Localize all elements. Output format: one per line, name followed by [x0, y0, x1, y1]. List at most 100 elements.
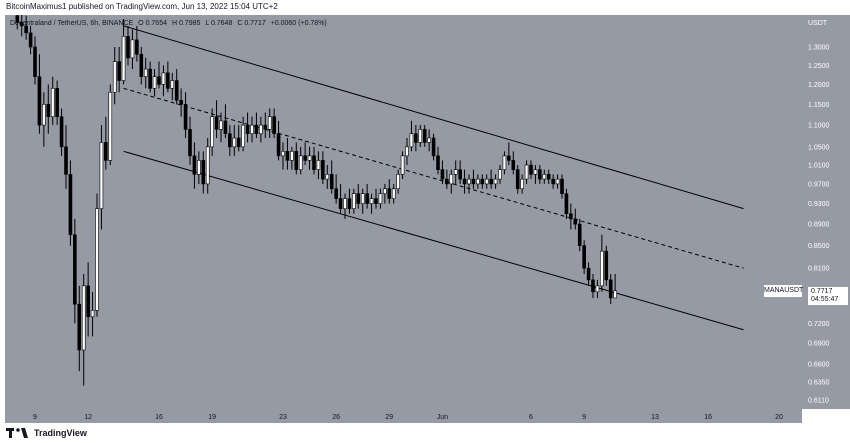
legend-symbol: Decentraland / TetherUS, 6h, BINANCE — [10, 20, 134, 27]
candle-up — [50, 88, 55, 117]
candle-up — [476, 178, 480, 185]
candle-up — [360, 193, 365, 204]
candle-up — [400, 155, 405, 175]
candle-up — [210, 116, 214, 148]
candle-up — [524, 164, 529, 180]
candle-up — [453, 169, 458, 175]
candle-up — [316, 160, 321, 170]
footer: TradingView — [0, 423, 850, 443]
candle-down — [312, 155, 316, 170]
candle-down — [436, 155, 440, 170]
candle-up — [232, 137, 237, 148]
price-tick-label: 0.6600 — [808, 361, 830, 368]
publisher-text: BitcoinMaximus1 published on TradingView… — [6, 2, 278, 11]
candle-down — [188, 129, 192, 157]
candle-down — [263, 124, 268, 130]
candle-down — [117, 61, 121, 81]
candle-up — [493, 178, 498, 185]
candle-down — [586, 267, 591, 281]
legend-high-value: 0.7985 — [178, 20, 201, 27]
candle-down — [431, 137, 436, 157]
price-tick-label: 1.2000 — [808, 82, 830, 89]
price-axis-svg: USDT 1.3000 1.2500 1.2000 1.1500 1.1000 1.0500… — [808, 20, 830, 405]
candle-down — [569, 213, 573, 220]
chart-plot-svg[interactable] — [5, 15, 802, 409]
candle-up — [95, 208, 99, 311]
candle-down — [183, 104, 188, 130]
last-price-tag: 0.7717 04:55:47 — [808, 287, 848, 305]
time-tick-label: 6 — [529, 414, 533, 421]
candle-down — [55, 88, 59, 117]
price-tick-label: 1.1500 — [808, 102, 830, 109]
candle-down — [254, 124, 259, 134]
time-tick-label: 12 — [84, 414, 92, 421]
candle-down — [245, 124, 250, 134]
candle-down — [59, 116, 64, 148]
candle-down — [228, 133, 232, 148]
candle-up — [259, 124, 263, 134]
candle-down — [334, 188, 338, 199]
candle-up — [197, 160, 201, 175]
time-tick-label: 19 — [208, 414, 216, 421]
price-tick-label: 0.9700 — [808, 181, 830, 188]
candle-down — [148, 68, 152, 89]
candle-down — [15, 15, 20, 23]
candle-up — [325, 174, 330, 180]
candle-up — [555, 178, 560, 185]
candle-up — [42, 104, 46, 126]
candle-down — [179, 99, 183, 105]
candle-down — [365, 193, 369, 204]
price-tick-label: 0.6350 — [808, 379, 830, 386]
candle-up — [281, 151, 285, 157]
candle-up — [267, 116, 272, 130]
price-axis-currency: USDT — [808, 20, 828, 27]
candle-down — [489, 178, 493, 185]
candle-up — [484, 178, 489, 185]
price-tick-label: 1.1000 — [808, 123, 830, 130]
time-axis[interactable]: 9 12 16 19 23 26 29 Jun 6 9 13 16 20 — [5, 409, 802, 423]
chart-plot-area[interactable]: Decentraland / TetherUS, 6h, BINANCE O 0… — [5, 15, 802, 409]
candle-down — [77, 303, 82, 351]
candle-down — [538, 169, 542, 180]
candle-down — [174, 80, 179, 101]
candle-down — [24, 25, 28, 34]
price-axis[interactable]: USDT 1.3000 1.2500 1.2000 1.1500 1.1000 1.0500… — [802, 15, 850, 409]
candle-down — [64, 146, 68, 175]
candle-down — [276, 133, 281, 157]
candle-down — [201, 160, 206, 185]
time-tick-label: Jun — [437, 414, 448, 421]
candle-down — [223, 120, 228, 134]
candle-down — [236, 137, 241, 148]
candle-down — [560, 178, 564, 194]
price-tick-label: 1.0500 — [808, 144, 830, 151]
price-tick-label: 0.8500 — [808, 243, 830, 250]
price-tick-label: 1.0100 — [808, 163, 830, 170]
time-tick-label: 29 — [385, 414, 393, 421]
time-tick-label: 20 — [775, 414, 783, 421]
candle-down — [458, 169, 462, 180]
candle-up — [99, 142, 104, 209]
legend-low-value: 0.7648 — [210, 20, 233, 27]
candle-down — [577, 223, 582, 246]
symbol-tag: MANAUSDT — [764, 285, 803, 297]
candle-down — [303, 155, 307, 161]
candle-up — [383, 188, 387, 194]
candle-down — [86, 285, 90, 318]
candle-down — [422, 129, 427, 143]
candle-up — [405, 146, 409, 157]
candle-up — [112, 61, 117, 93]
legend-low-label: L — [205, 20, 209, 27]
candle-up — [205, 146, 210, 185]
candle-down — [582, 245, 586, 269]
legend-change: +0.0060 (+0.78%) — [270, 20, 327, 27]
candle-up — [152, 76, 157, 89]
candle-up — [595, 285, 600, 293]
time-tick-label: 26 — [332, 414, 340, 421]
legend-close-label: C — [237, 20, 243, 27]
price-tick-label: 0.9300 — [808, 201, 830, 208]
candle-down — [414, 133, 418, 143]
time-tick-label: 16 — [704, 414, 712, 421]
candle-down — [338, 198, 343, 209]
candle-up — [241, 124, 245, 148]
candle-down — [440, 169, 445, 180]
